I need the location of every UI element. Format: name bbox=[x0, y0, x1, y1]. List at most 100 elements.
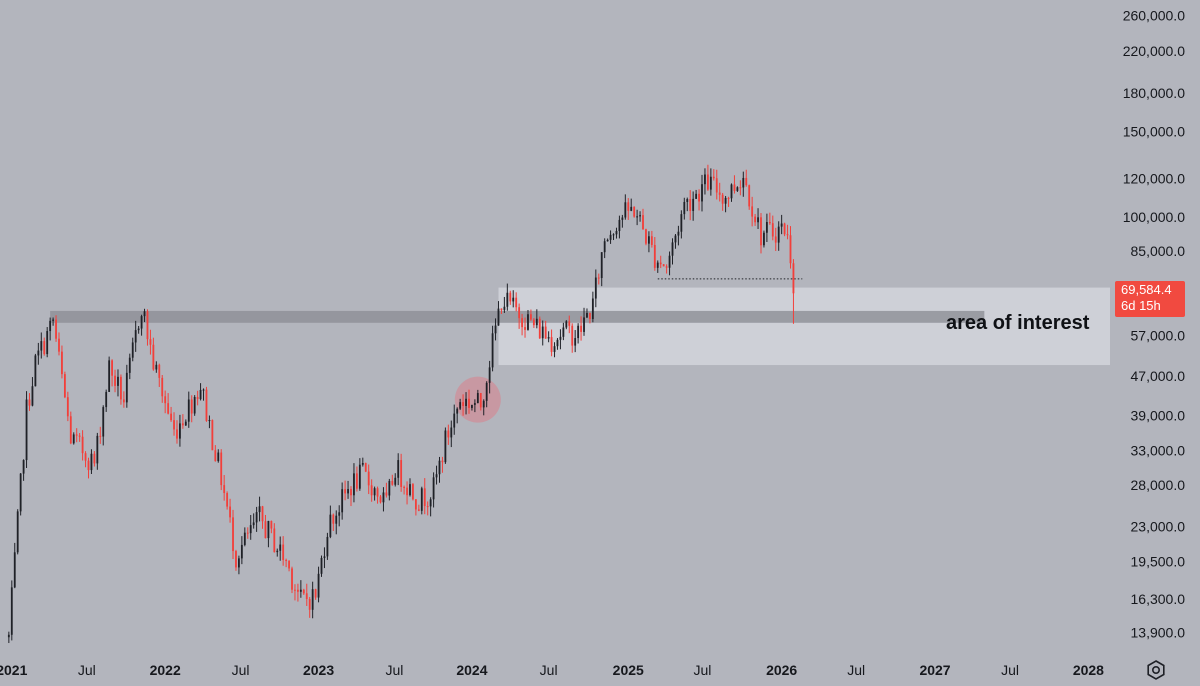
candle-body bbox=[187, 399, 190, 422]
x-tick-label: 2027 bbox=[919, 662, 950, 678]
candle-body bbox=[553, 346, 556, 352]
candle-body bbox=[709, 176, 712, 190]
candle-body bbox=[429, 499, 432, 507]
candle-body bbox=[468, 398, 470, 408]
candle-body bbox=[476, 393, 479, 404]
y-tick-label: 180,000.0 bbox=[1123, 85, 1185, 101]
candle-body bbox=[243, 532, 246, 545]
resistance-band bbox=[50, 310, 985, 323]
y-tick-label: 39,000.0 bbox=[1131, 407, 1186, 423]
candle-body bbox=[414, 499, 417, 510]
candle-body bbox=[665, 266, 668, 268]
candle-body bbox=[748, 185, 751, 207]
candle-body bbox=[412, 484, 414, 500]
candle-body bbox=[462, 402, 465, 407]
gear-icon[interactable] bbox=[1145, 659, 1167, 681]
candle-body bbox=[282, 544, 285, 560]
candle-body bbox=[538, 318, 541, 339]
y-tick-label: 220,000.0 bbox=[1123, 43, 1185, 59]
candle-body bbox=[465, 398, 467, 407]
candle-body bbox=[329, 514, 332, 537]
candle-body bbox=[780, 223, 783, 227]
candle-body bbox=[37, 350, 40, 356]
candle-body bbox=[777, 226, 780, 243]
candle-body bbox=[323, 556, 326, 558]
candle-body bbox=[677, 231, 680, 236]
x-tick-label: 2023 bbox=[303, 662, 334, 678]
candle-body bbox=[583, 317, 585, 332]
candle-body bbox=[347, 489, 349, 494]
candle-body bbox=[240, 544, 243, 559]
candle-body bbox=[179, 423, 181, 439]
candle-body bbox=[789, 235, 792, 264]
candle-body bbox=[208, 420, 211, 422]
candle-body bbox=[786, 234, 789, 236]
candle-body bbox=[58, 338, 60, 352]
candle-body bbox=[524, 327, 526, 330]
candle-body bbox=[367, 471, 370, 486]
x-axis[interactable]: 2021 Jul 2022 Jul 2023 Jul 2024 Jul 2025 Jul 2026 J… bbox=[0, 662, 1104, 678]
candle-body bbox=[736, 187, 739, 191]
candle-body bbox=[580, 325, 582, 332]
candle-body bbox=[615, 231, 618, 235]
candle-body bbox=[55, 319, 57, 339]
candle-body bbox=[43, 341, 46, 355]
candle-body bbox=[379, 496, 382, 503]
candle-body bbox=[335, 515, 338, 524]
y-axis[interactable]: 260,000.0 220,000.0 180,000.0 150,000.0 120,… bbox=[1123, 8, 1186, 641]
candle-body bbox=[22, 460, 25, 474]
candle-body bbox=[167, 403, 170, 414]
candle-body bbox=[249, 525, 252, 534]
last-price-value: 69,584.4 bbox=[1121, 282, 1172, 297]
candle-body bbox=[93, 453, 96, 464]
x-tick-label: 2025 bbox=[613, 662, 644, 678]
candle-body bbox=[264, 521, 267, 539]
candle-body bbox=[46, 331, 49, 355]
candle-body bbox=[143, 311, 146, 317]
candle-body bbox=[397, 460, 400, 478]
candle-body bbox=[255, 512, 258, 523]
candle-body bbox=[527, 314, 529, 330]
candle-body bbox=[10, 587, 13, 635]
candle-body bbox=[420, 488, 423, 511]
candle-body bbox=[701, 184, 703, 202]
candle-body bbox=[146, 311, 149, 340]
y-tick-label: 13,900.0 bbox=[1131, 625, 1186, 641]
x-tick-label: 2028 bbox=[1073, 662, 1104, 678]
candle-body bbox=[724, 197, 727, 204]
candle-body bbox=[355, 473, 358, 489]
candle-body bbox=[87, 460, 90, 471]
candle-body bbox=[706, 174, 709, 190]
candle-body bbox=[84, 453, 87, 461]
candle-body bbox=[473, 403, 476, 405]
candle-body bbox=[518, 307, 521, 319]
y-tick-label: 47,000.0 bbox=[1131, 368, 1186, 384]
candle-body bbox=[176, 429, 178, 439]
candle-body bbox=[72, 434, 75, 444]
candle-body bbox=[128, 357, 131, 373]
candle-body bbox=[291, 568, 293, 590]
candle-body bbox=[149, 339, 152, 345]
candle-body bbox=[600, 252, 603, 279]
candle-body bbox=[341, 489, 344, 513]
candle-body bbox=[606, 239, 609, 242]
candle-body bbox=[173, 420, 175, 430]
y-tick-label: 260,000.0 bbox=[1123, 8, 1185, 24]
candle-body bbox=[276, 550, 279, 553]
candle-body bbox=[202, 389, 205, 391]
candle-body bbox=[647, 236, 650, 244]
candle-body bbox=[751, 206, 754, 217]
candle-body bbox=[757, 217, 759, 223]
candle-body bbox=[771, 223, 774, 237]
candle-body bbox=[232, 517, 234, 552]
candle-body bbox=[111, 360, 113, 376]
candle-body bbox=[90, 453, 93, 471]
candle-body bbox=[350, 489, 352, 496]
candle-body bbox=[317, 573, 320, 598]
candle-body bbox=[296, 589, 299, 592]
candle-body bbox=[205, 389, 208, 421]
candle-body bbox=[783, 223, 786, 235]
candle-body bbox=[285, 559, 288, 562]
candle-body bbox=[668, 255, 671, 268]
